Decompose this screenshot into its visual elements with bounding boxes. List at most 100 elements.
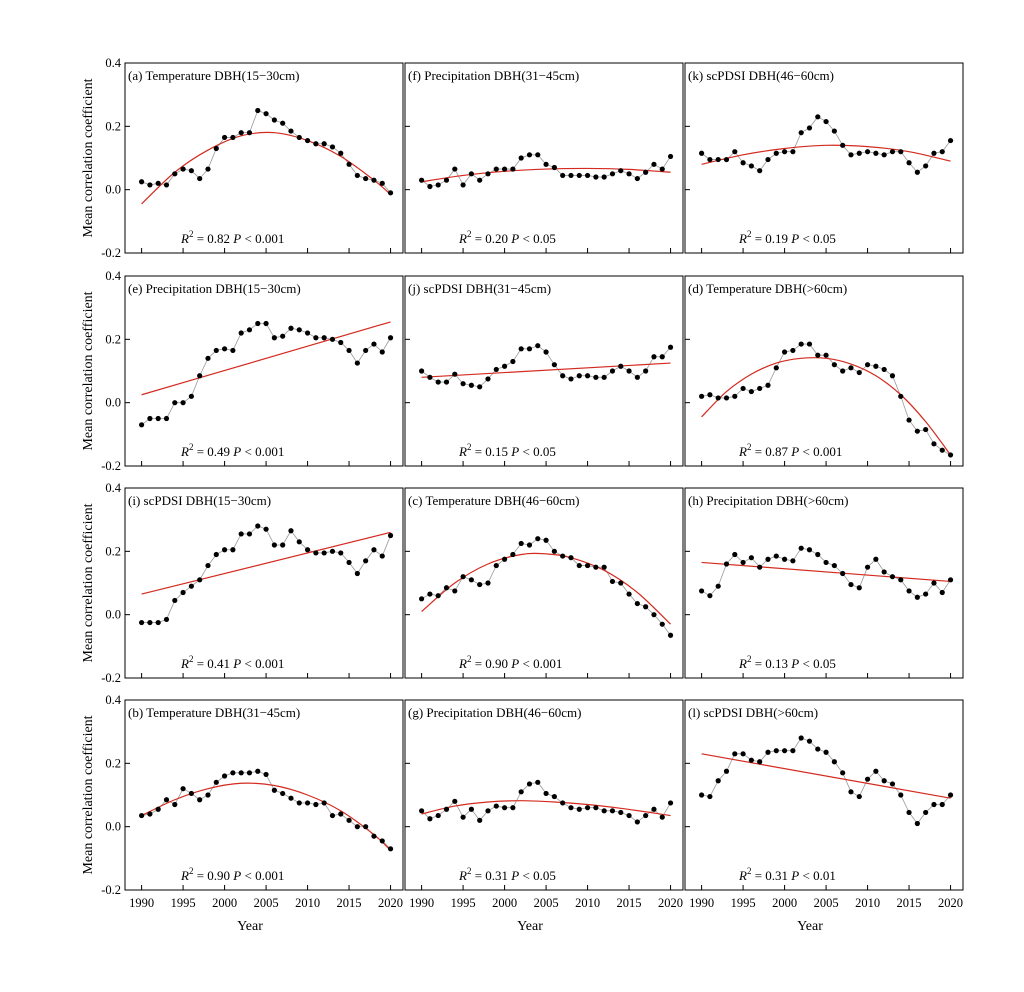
data-point — [371, 547, 377, 553]
data-point — [221, 134, 228, 141]
data-point — [387, 532, 394, 539]
data-point — [914, 169, 920, 175]
data-point — [443, 806, 450, 812]
data-point — [560, 553, 566, 559]
data-point — [518, 789, 524, 795]
fit-line — [141, 131, 391, 205]
data-point — [510, 551, 516, 558]
data-point — [518, 540, 524, 547]
data-point — [354, 570, 360, 577]
fit-stats: R2 = 0.87 P < 0.001 — [738, 442, 842, 459]
data-point — [518, 155, 524, 161]
data-point — [898, 149, 904, 155]
data-point — [280, 542, 286, 548]
data-point — [765, 156, 771, 163]
y-tick-label: -0.2 — [101, 459, 121, 473]
data-point — [576, 806, 582, 812]
data-point — [707, 156, 713, 163]
data-point — [221, 346, 228, 352]
data-point — [468, 806, 474, 812]
data-point — [329, 812, 336, 819]
data-point — [435, 182, 441, 188]
panel-frame — [684, 699, 964, 891]
data-point — [452, 798, 458, 804]
data-point — [379, 553, 385, 559]
data-point — [790, 149, 796, 155]
x-tick-label: 1995 — [171, 896, 196, 910]
data-point — [898, 792, 904, 798]
data-point — [634, 175, 640, 182]
data-point — [535, 779, 541, 785]
data-point — [947, 792, 954, 798]
data-point — [856, 369, 862, 376]
data-point — [501, 166, 508, 172]
data-point — [723, 768, 730, 774]
data-point — [815, 551, 821, 558]
data-point — [634, 600, 640, 607]
data-point — [363, 558, 369, 564]
data-point — [304, 137, 311, 144]
panel-frame — [404, 275, 684, 467]
data-point — [255, 320, 261, 327]
data-point — [906, 160, 912, 166]
series-connector — [141, 109, 391, 194]
series-connector — [141, 323, 391, 426]
data-point — [806, 341, 813, 347]
data-point — [831, 128, 837, 134]
x-tick-label: 2005 — [254, 896, 279, 910]
data-point — [667, 800, 674, 806]
data-point — [163, 182, 170, 188]
x-tick-label: 2015 — [337, 896, 362, 910]
data-point — [659, 354, 665, 360]
data-point — [155, 806, 161, 812]
data-point — [526, 152, 533, 158]
data-point — [543, 349, 549, 355]
data-point — [914, 820, 920, 827]
data-point — [338, 550, 344, 556]
data-point — [634, 819, 640, 825]
fit-line — [421, 552, 671, 625]
panel-title: (l) scPDSI DBH(>60cm) — [688, 705, 818, 720]
data-point — [906, 588, 912, 594]
fit-line — [141, 531, 391, 595]
data-point — [698, 393, 705, 399]
data-point — [147, 811, 153, 817]
fit-line — [141, 782, 391, 851]
data-point — [443, 379, 450, 385]
data-point — [609, 368, 616, 374]
data-point — [230, 347, 236, 354]
data-point — [651, 612, 657, 618]
data-point — [781, 349, 788, 355]
data-point — [321, 141, 327, 147]
panel-frame — [124, 699, 404, 891]
data-point — [931, 801, 937, 808]
data-point — [798, 341, 804, 347]
data-point — [197, 373, 203, 379]
data-point — [543, 790, 549, 797]
data-point — [848, 789, 854, 795]
data-point — [510, 358, 516, 365]
data-point — [707, 593, 713, 599]
data-point — [477, 384, 483, 390]
panel-frame — [124, 62, 404, 254]
y-tick-label: -0.2 — [101, 246, 121, 260]
data-point — [618, 809, 624, 816]
data-point — [815, 352, 821, 358]
data-point — [510, 805, 516, 811]
data-point — [354, 824, 360, 830]
panel-frame — [404, 487, 684, 679]
data-point — [806, 547, 813, 553]
fit-line — [701, 753, 951, 799]
panel-title: (f) Precipitation DBH(31−45cm) — [408, 68, 579, 83]
x-tick-label: 2015 — [897, 896, 922, 910]
data-point — [626, 591, 632, 597]
data-point — [346, 161, 352, 167]
data-point — [864, 776, 871, 782]
data-point — [230, 770, 236, 776]
x-tick-label: 2005 — [534, 896, 559, 910]
data-point — [831, 362, 837, 368]
data-point — [379, 838, 385, 844]
y-tick-label: 0.2 — [105, 332, 121, 346]
